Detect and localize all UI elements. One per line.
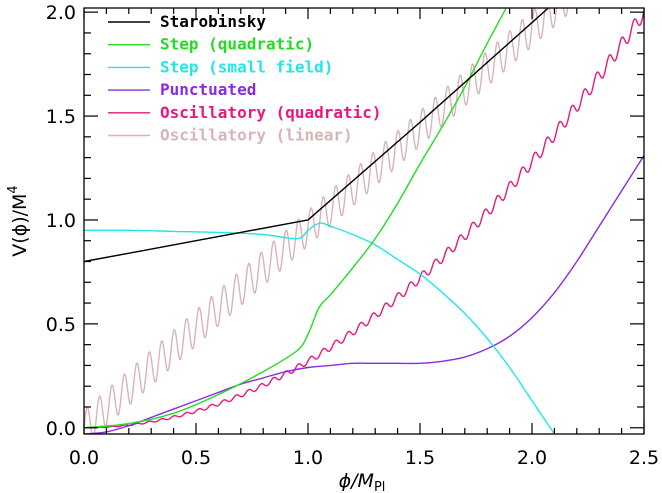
axis-ticks [83, 8, 645, 434]
series-line-step-quadratic [84, 8, 508, 429]
legend-item-oscillatory-quadratic: Oscillatory (quadratic) [108, 103, 382, 122]
y-tick-labels: 0.0 0.5 1.0 1.5 2.0 [46, 2, 76, 440]
series-line-punctuated [84, 155, 644, 434]
legend-item-step-small-field: Step (small field) [108, 57, 333, 76]
plot-lines [84, 8, 644, 434]
x-tick-label: 1.5 [405, 447, 435, 469]
x-tick-label: 2.0 [517, 447, 547, 469]
x-axis-title-main: ϕ/M [339, 470, 374, 492]
series-line-oscillatory-quadratic [84, 11, 644, 429]
x-tick-label: 0.5 [181, 447, 211, 469]
x-tick-labels: 0.0 0.5 1.0 1.5 2.0 2.5 [69, 447, 659, 469]
legend-item-punctuated: Punctuated [108, 80, 256, 99]
plot-frame [83, 7, 645, 435]
legend-item-starobinsky: Starobinsky [108, 12, 266, 31]
series-line-oscillatory-linear [84, 8, 569, 434]
y-tick-label: 1.0 [46, 210, 76, 232]
legend-label: Oscillatory (quadratic) [160, 103, 382, 122]
legend-item-step-quadratic: Step (quadratic) [108, 35, 314, 54]
y-tick-label: 1.5 [46, 106, 76, 128]
legend-label: Starobinsky [160, 12, 266, 31]
y-axis-title: V(ϕ)/M4 [6, 185, 31, 256]
y-axis-title-main: V(ϕ)/M [9, 194, 31, 257]
y-tick-label: 0.0 [46, 418, 76, 440]
legend-label: Step (small field) [160, 57, 333, 76]
series-line-starobinsky [84, 8, 550, 263]
legend-item-oscillatory-linear: Oscillatory (linear) [108, 126, 353, 145]
y-tick-label: 2.0 [46, 2, 76, 24]
x-tick-label: 0.0 [69, 447, 99, 469]
legend-label: Punctuated [160, 80, 256, 99]
x-tick-label: 2.5 [629, 447, 659, 469]
x-axis-title-subscript: Pl [374, 480, 385, 493]
y-tick-label: 0.5 [46, 314, 76, 336]
x-axis-title: ϕ/MPl [339, 470, 386, 493]
legend-label: Step (quadratic) [160, 35, 314, 54]
y-axis-title-superscript: 4 [6, 185, 21, 193]
series-line-step-small-field [84, 222, 555, 434]
x-tick-label: 1.0 [293, 447, 323, 469]
legend: Starobinsky Step (quadratic) Step (small f… [108, 12, 382, 145]
legend-label: Oscillatory (linear) [160, 126, 353, 145]
